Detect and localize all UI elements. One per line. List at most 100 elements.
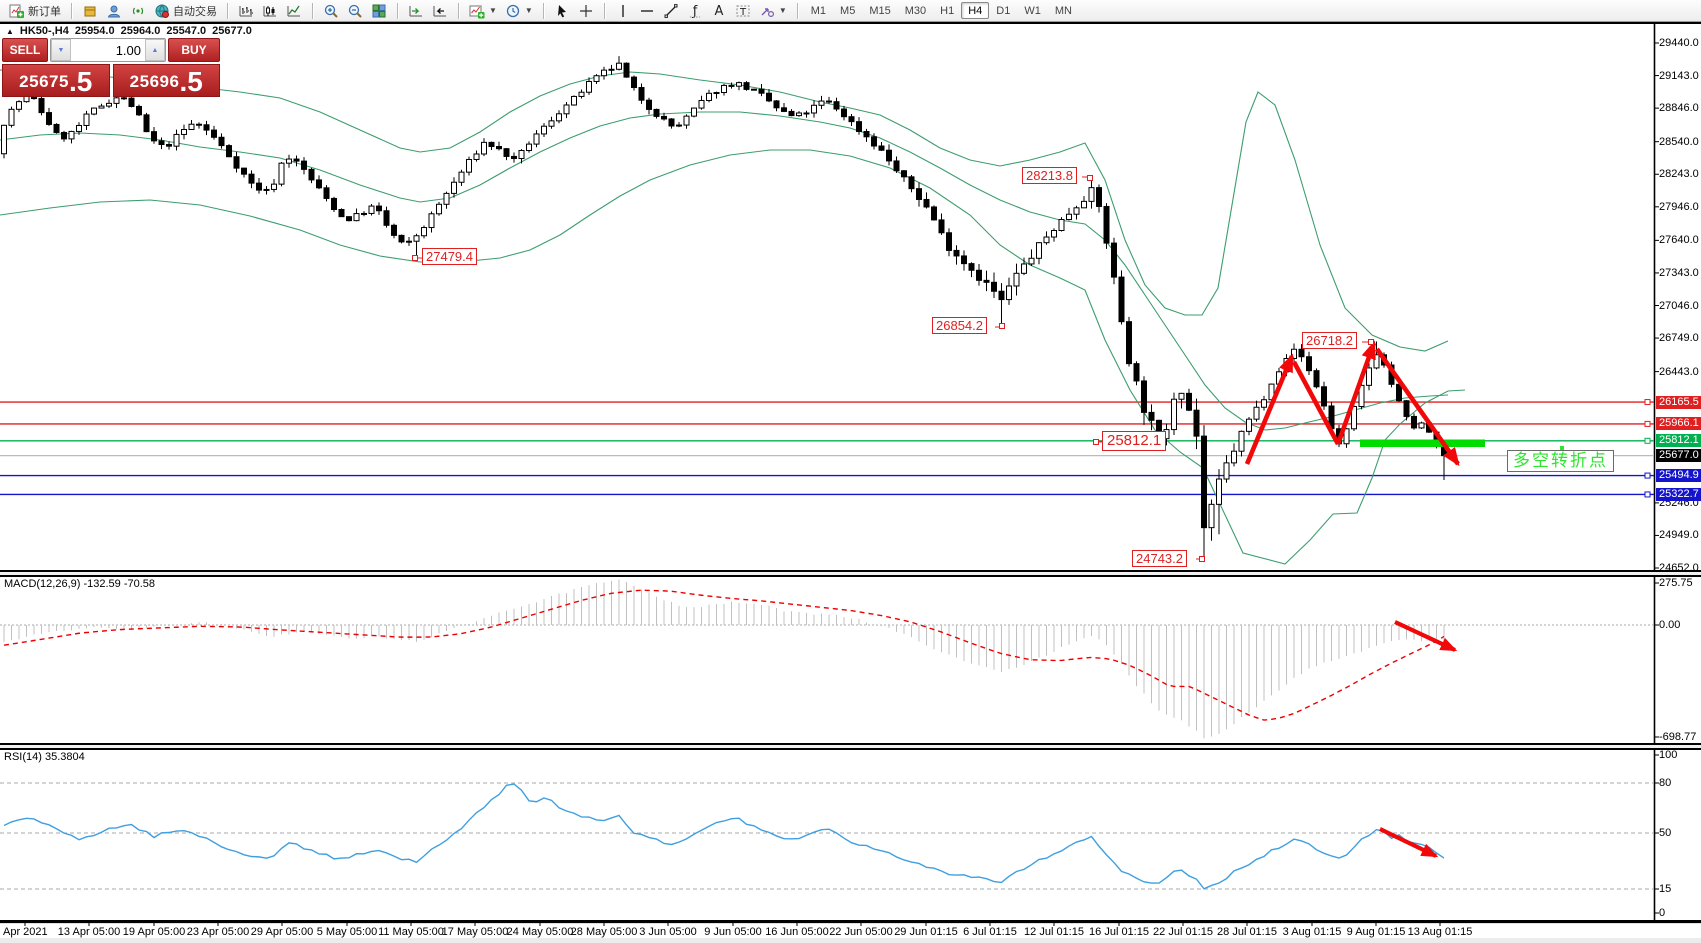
cursor-button[interactable] bbox=[550, 2, 574, 20]
rsi-bottom-border bbox=[0, 920, 1701, 922]
chart-line-button[interactable] bbox=[282, 2, 306, 20]
periods-icon bbox=[506, 4, 520, 17]
line-handles-layer bbox=[1644, 399, 1651, 498]
zoom-out-button[interactable] bbox=[343, 2, 367, 20]
time-axis-label: 29 Apr 05:00 bbox=[250, 926, 314, 938]
rsi-line bbox=[3, 783, 1445, 890]
sell-button[interactable]: SELL bbox=[2, 38, 48, 62]
collapse-triangle-icon[interactable]: ▲ bbox=[6, 26, 14, 36]
buy-price[interactable]: 25696 .5 bbox=[112, 64, 220, 97]
trend-arrow-4[interactable] bbox=[1375, 347, 1460, 467]
shapes-caret-icon[interactable]: ▼ bbox=[778, 6, 787, 15]
text-icon: A bbox=[714, 4, 723, 19]
auto-scroll-button[interactable] bbox=[404, 2, 428, 20]
macd-rsi-separator[interactable] bbox=[0, 743, 1701, 750]
rsi-axis-label: 80 bbox=[1659, 777, 1672, 789]
timeframe-w1-button[interactable]: W1 bbox=[1024, 5, 1041, 17]
bollinger-upper-band bbox=[0, 69, 1449, 352]
price-annotation-26854.2[interactable]: 26854.2 bbox=[932, 317, 987, 334]
chart-shift-button[interactable] bbox=[428, 2, 452, 20]
chart-bar-icon bbox=[239, 5, 253, 16]
price-annotation-25812.1[interactable]: 25812.1 bbox=[1102, 431, 1167, 451]
periods-caret-icon[interactable]: ▼ bbox=[524, 6, 533, 15]
rsi-layer bbox=[0, 782, 1654, 890]
time-axis-label: 22 Jun 05:00 bbox=[829, 926, 893, 938]
current-price-tag: 25677.0 bbox=[1656, 449, 1701, 463]
level-price-tag: 25494.9 bbox=[1656, 469, 1701, 483]
new-order-label: 新订单 bbox=[28, 5, 61, 18]
box-icon bbox=[84, 6, 96, 16]
macd-down-arrow[interactable] bbox=[1394, 620, 1458, 652]
price-axis-label: 28846.0 bbox=[1659, 102, 1699, 115]
hline-button[interactable] bbox=[635, 2, 659, 20]
trend-arrow-3[interactable] bbox=[1335, 340, 1377, 445]
price-annotation-26718.2[interactable]: 26718.2 bbox=[1302, 332, 1357, 349]
macd-title: MACD(12,26,9) -132.59 -70.58 bbox=[4, 578, 156, 590]
fibo-button[interactable]: ƒ bbox=[683, 2, 707, 20]
rsi-down-arrow[interactable] bbox=[1379, 827, 1439, 858]
timeframe-m15-button[interactable]: M15 bbox=[869, 5, 891, 17]
price-annotation-27479.4[interactable]: 27479.4 bbox=[422, 248, 477, 265]
price-annotation-28213.8[interactable]: 28213.8 bbox=[1022, 167, 1077, 184]
indicators-caret-icon[interactable]: ▼ bbox=[489, 6, 497, 15]
autotrade-button[interactable]: 自动交易 bbox=[150, 2, 221, 20]
label-t-button[interactable]: T bbox=[731, 2, 755, 20]
time-axis-label: 23 Apr 05:00 bbox=[186, 926, 250, 938]
new-order-icon bbox=[9, 4, 24, 18]
timeframe-d1-button[interactable]: D1 bbox=[996, 5, 1011, 17]
time-axis-label: 16 Jun 05:00 bbox=[765, 926, 829, 938]
bull-bear-turning-point-note[interactable]: 多空转折点 bbox=[1507, 450, 1614, 472]
toolbar-separator bbox=[71, 2, 72, 19]
tile-windows-button[interactable] bbox=[367, 2, 391, 20]
trend-arrow-2[interactable] bbox=[1291, 360, 1341, 446]
trendline-button[interactable] bbox=[659, 2, 683, 20]
timeframe-mn-button[interactable]: MN bbox=[1054, 5, 1072, 17]
box-button[interactable] bbox=[78, 2, 102, 20]
volume-increase-button[interactable]: ▲ bbox=[145, 39, 165, 61]
thick-green-support-bar[interactable] bbox=[1360, 439, 1485, 448]
sell-price-frac: .5 bbox=[68, 66, 93, 97]
signal-button[interactable] bbox=[126, 2, 150, 20]
shapes-button[interactable]: ▼ bbox=[755, 2, 791, 20]
time-axis-label: 11 May 05:00 bbox=[378, 926, 444, 938]
chart-candle-icon bbox=[263, 5, 276, 16]
timeframe-m30-button[interactable]: M30 bbox=[904, 5, 927, 17]
time-axis-label: 13 Aug 01:15 bbox=[1407, 926, 1473, 938]
indicators-button[interactable]: ▼ bbox=[465, 2, 501, 20]
price-axis-label: 28243.0 bbox=[1659, 168, 1699, 181]
timeframe-m1-button[interactable]: M1 bbox=[810, 5, 827, 17]
main-macd-separator[interactable] bbox=[0, 570, 1701, 577]
volume-input[interactable] bbox=[71, 39, 145, 61]
quote-open: 25954.0 bbox=[74, 25, 115, 37]
vline-button[interactable] bbox=[611, 2, 635, 20]
periods-button[interactable]: ▼ bbox=[501, 2, 537, 20]
toolbar: 新订单 自动交易 ▼ ▼ ƒ A T ▼ M1 M5 M15 M30 H1 H4 D1 W1 MN bbox=[0, 0, 1701, 22]
buy-price-frac: .5 bbox=[179, 66, 203, 97]
price-axis-label: 27343.0 bbox=[1659, 266, 1699, 279]
timeframe-m5-button[interactable]: M5 bbox=[840, 5, 856, 17]
volume-decrease-button[interactable]: ▼ bbox=[51, 39, 71, 61]
timeframe-h4-button[interactable]: H4 bbox=[961, 2, 990, 19]
macd-layer bbox=[0, 579, 1654, 739]
vline-icon bbox=[622, 4, 624, 17]
timeframe-h1-button[interactable]: H1 bbox=[940, 5, 955, 17]
chart-bar-button[interactable] bbox=[234, 2, 258, 20]
price-annotation-24743.2[interactable]: 24743.2 bbox=[1132, 550, 1187, 567]
crosshair-button[interactable] bbox=[574, 2, 598, 20]
toolbar-separator bbox=[227, 2, 228, 19]
new-order-button[interactable]: 新订单 bbox=[5, 2, 65, 20]
rsi-axis-label: 15 bbox=[1659, 883, 1672, 895]
text-button[interactable]: A bbox=[707, 2, 731, 20]
price-axis-label: 28540.0 bbox=[1659, 135, 1699, 148]
chart-candle-button[interactable] bbox=[258, 2, 282, 20]
level-price-tag: 25966.1 bbox=[1656, 417, 1701, 431]
trend-arrow-1[interactable] bbox=[1244, 353, 1295, 465]
zoom-in-button[interactable] bbox=[319, 2, 343, 20]
time-axis-label: 9 Jun 05:00 bbox=[704, 926, 762, 938]
sell-price[interactable]: 25675 .5 bbox=[2, 64, 110, 97]
time-axis-label: 28 May 05:00 bbox=[570, 926, 638, 938]
buy-button[interactable]: BUY bbox=[168, 38, 220, 62]
profile-button[interactable] bbox=[102, 2, 126, 20]
